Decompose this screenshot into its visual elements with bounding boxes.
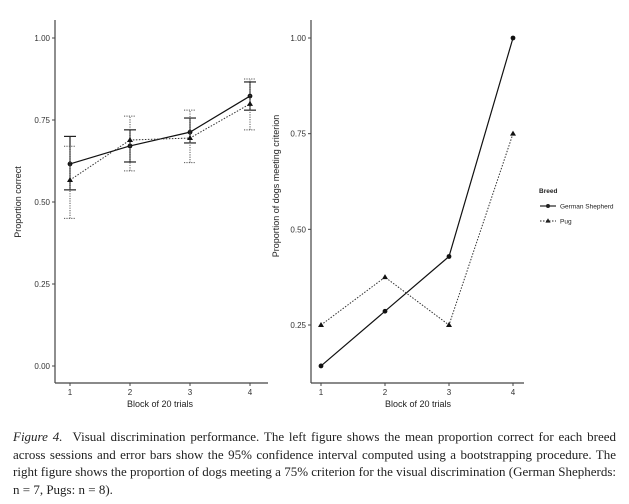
pug-point bbox=[187, 135, 193, 141]
german-shepherd-point bbox=[382, 308, 388, 314]
german-shepherd-series-line bbox=[320, 37, 514, 367]
german-shepherd-series-line bbox=[69, 95, 251, 165]
pug-point bbox=[127, 137, 133, 143]
right-x-axis-label: Block of 20 trials bbox=[385, 399, 452, 409]
left-x-tick-label: 3 bbox=[188, 388, 193, 397]
pug-point bbox=[247, 100, 253, 106]
pug-series-line bbox=[320, 133, 514, 326]
caption-text: Visual discrimination performance. The l… bbox=[13, 429, 616, 497]
legend-triangle-marker-icon bbox=[545, 218, 551, 223]
pug-point bbox=[67, 177, 73, 183]
right-x-tick-label: 1 bbox=[319, 388, 324, 397]
legend-circle-marker-icon bbox=[546, 204, 550, 208]
legend-entry-german-shepherd: German Shepherd bbox=[540, 204, 614, 211]
left-y-axis-label: Proportion correct bbox=[13, 166, 23, 238]
figure-caption: Figure 4. Visual discrimination performan… bbox=[13, 428, 616, 498]
legend-title: Breed bbox=[539, 188, 557, 195]
left-x-tick-label: 1 bbox=[68, 388, 73, 397]
legend-label-pug: Pug bbox=[560, 219, 572, 226]
german-shepherd-point bbox=[510, 35, 516, 41]
legend-label-german-shepherd: German Shepherd bbox=[560, 204, 614, 211]
right-x-tick-label: 4 bbox=[511, 388, 516, 397]
left-x-tick-label: 2 bbox=[128, 388, 133, 397]
right-x-tick-label: 3 bbox=[447, 388, 452, 397]
left-x-tick-label: 4 bbox=[248, 388, 253, 397]
pug-point bbox=[318, 322, 324, 327]
right-panel: 0.25 0.50 0.75 1.00 1 2 3 4 Block of 20 trials… bbox=[271, 20, 524, 409]
german-shepherd-point bbox=[67, 161, 73, 167]
figure-label: Figure 4. bbox=[13, 429, 63, 444]
legend: Breed German Shepherd Pug bbox=[539, 188, 614, 226]
pug-point bbox=[446, 322, 452, 327]
left-panel: 0.00 0.25 0.50 0.75 1.00 1 2 3 4 Block of 20 tr… bbox=[13, 20, 268, 409]
right-y-tick-label: 0.25 bbox=[290, 321, 306, 330]
left-x-axis-label: Block of 20 trials bbox=[127, 399, 194, 409]
left-y-tick-label: 0.25 bbox=[34, 280, 50, 289]
german-shepherd-point bbox=[446, 254, 452, 259]
left-y-tick-label: 0.50 bbox=[34, 198, 50, 207]
german-shepherd-point bbox=[187, 129, 193, 135]
legend-entry-pug: Pug bbox=[540, 218, 572, 226]
pug-point bbox=[510, 130, 516, 136]
left-y-tick-label: 0.75 bbox=[34, 116, 50, 125]
figure: 0.00 0.25 0.50 0.75 1.00 1 2 3 4 Block of 20 tr… bbox=[13, 20, 614, 409]
right-y-tick-label: 0.50 bbox=[290, 225, 306, 234]
right-y-tick-label: 0.75 bbox=[290, 130, 306, 139]
right-y-tick-label: 1.00 bbox=[290, 34, 306, 43]
pug-series-line bbox=[69, 103, 251, 181]
german-shepherd-point bbox=[318, 363, 324, 369]
pug-point bbox=[382, 274, 388, 280]
left-y-tick-label: 1.00 bbox=[34, 34, 50, 43]
right-y-axis-label: Proportion of dogs meeting criterion bbox=[271, 115, 281, 258]
right-x-tick-label: 2 bbox=[383, 388, 388, 397]
left-y-tick-label: 0.00 bbox=[34, 362, 50, 371]
